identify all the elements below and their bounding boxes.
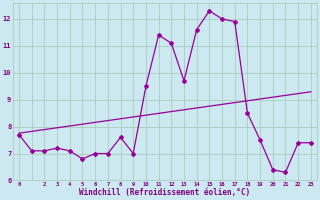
X-axis label: Windchill (Refroidissement éolien,°C): Windchill (Refroidissement éolien,°C) xyxy=(79,188,251,197)
